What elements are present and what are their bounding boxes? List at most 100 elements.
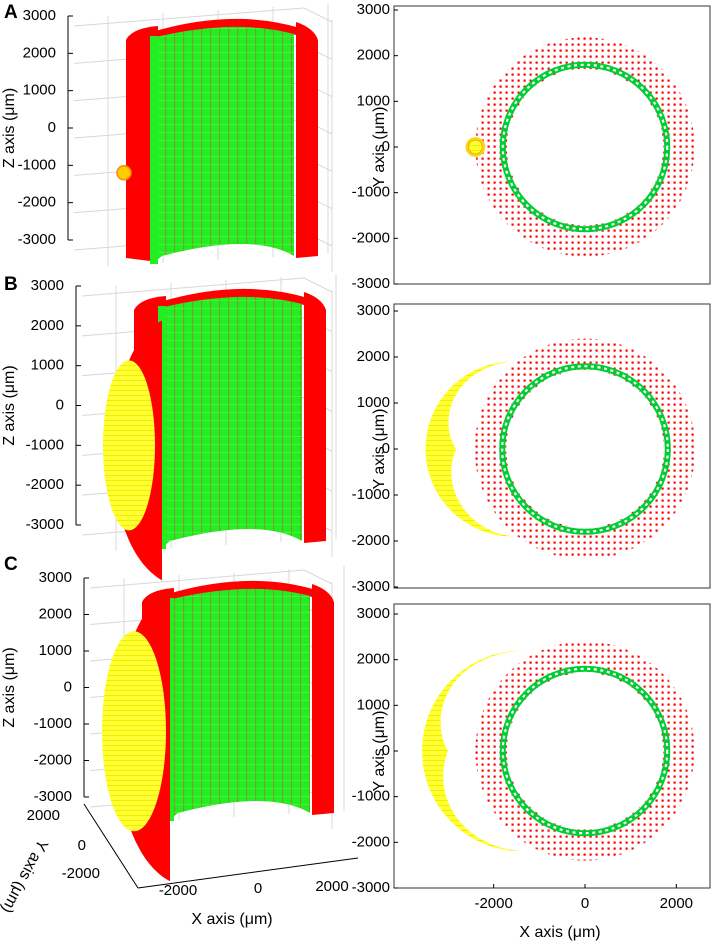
- z-tick-label: -2000: [34, 751, 72, 768]
- z-tick-label: -1000: [26, 436, 64, 453]
- lesion-3d: [116, 165, 132, 181]
- lesion-region: [425, 361, 513, 537]
- z-tick-label: 1000: [39, 642, 72, 659]
- y-tick-label: -3000: [352, 275, 390, 292]
- y-tick-label: 3000: [357, 1, 390, 18]
- panel-label-b: B: [4, 274, 18, 295]
- panel-label-c: C: [4, 554, 18, 575]
- z-tick-label: -3000: [18, 231, 56, 248]
- outer-shell-top: [152, 18, 300, 40]
- z-tick-label: 1000: [23, 82, 56, 99]
- x-tick-label: 0: [254, 880, 262, 897]
- y-axis-label: Y axis (μm): [371, 711, 388, 792]
- grid-line: [303, 7, 333, 23]
- inner-ring-diamonds: [501, 63, 669, 231]
- y-tick-label: 1000: [357, 92, 390, 109]
- z-axis-label: Z axis (μm): [1, 647, 18, 727]
- z-tick-label: 2000: [31, 317, 64, 334]
- y-tick-label: -1000: [352, 788, 390, 805]
- z-tick-label: 1000: [31, 357, 64, 374]
- y-axis-line: [83, 803, 139, 889]
- y-tick-label: 1000: [357, 696, 390, 713]
- y-tick-label: -1000: [352, 486, 390, 503]
- y-tick-label: 2000: [357, 348, 390, 365]
- outer-shell-top: [168, 580, 316, 602]
- inner-ring-diamonds: [501, 667, 669, 835]
- cylinder-3d-plot-0: 3000 2000 1000 0 -1000 -2000 -3000 Z axis (μm): [1, 4, 333, 272]
- y-tick-label: -2000: [352, 532, 390, 549]
- z-tick-label: 3000: [31, 277, 64, 294]
- z-tick-label: -1000: [18, 156, 56, 173]
- z-tick-label: 2000: [39, 605, 72, 622]
- lumen: [506, 672, 664, 830]
- axes-frame: [393, 603, 711, 889]
- y-tick-label: 3000: [357, 605, 390, 622]
- lesion-region: [422, 650, 523, 852]
- y-tick-label: -1000: [352, 184, 390, 201]
- y-tick-label: 0: [382, 138, 390, 155]
- x-tick-label: -2000: [474, 895, 512, 912]
- y-tick-label: -3000: [352, 578, 390, 595]
- cylinder-3d-plot-1: 3000 2000 1000 0 -1000 -2000 -3000 Z axis (μm): [1, 274, 337, 581]
- y-tick-label: 0: [78, 837, 86, 854]
- x-axis-line: [137, 857, 359, 889]
- grid-line: [303, 277, 333, 293]
- outer-shell-right: [312, 584, 334, 815]
- y-tick-label: -3000: [352, 879, 390, 896]
- x-tick-label: -2000: [159, 882, 197, 899]
- grid-line: [73, 7, 305, 27]
- y-tick-label: 2000: [27, 807, 60, 824]
- y-axis-label: Y axis (μm): [0, 836, 51, 915]
- cylinder-3d-plot-2: 3000 2000 1000 0 -1000 -2000 -3000 Z axis (μm) -…: [0, 566, 359, 928]
- z-tick-label: -3000: [26, 516, 64, 533]
- lesion-core: [468, 139, 483, 155]
- y-tick-label: 2000: [357, 651, 390, 668]
- axes-frame: [393, 5, 711, 285]
- y-tick-label: 0: [382, 742, 390, 759]
- inner-wall: [168, 588, 310, 821]
- outer-shell-right: [296, 22, 318, 258]
- y-tick-label: 1000: [357, 394, 390, 411]
- lumen: [506, 370, 664, 528]
- y-tick-label: 3000: [357, 302, 390, 319]
- y-tick-label: 0: [382, 440, 390, 457]
- x-axis-label: X axis (μm): [519, 924, 600, 941]
- z-tick-label: 3000: [39, 569, 72, 586]
- x-tick-label: 0: [581, 895, 589, 912]
- inner-wall: [160, 296, 302, 549]
- top-view-plot-0: 3000 2000 1000 0 -1000 -2000 -3000 Y axis (μm): [352, 1, 711, 292]
- axes-frame: [393, 303, 711, 589]
- outer-shell-right: [304, 292, 326, 543]
- inner-wall-edge: [150, 36, 158, 264]
- y-tick-label: -2000: [352, 229, 390, 246]
- z-axis-label: Z axis (μm): [1, 88, 18, 168]
- z-tick-label: -1000: [34, 715, 72, 732]
- lumen: [506, 68, 664, 226]
- grid-line: [303, 569, 333, 585]
- x-tick-label: 2000: [660, 895, 693, 912]
- z-tick-label: -2000: [26, 476, 64, 493]
- z-tick-label: 2000: [23, 44, 56, 61]
- y-tick-label: -2000: [352, 833, 390, 850]
- z-tick-label: -2000: [18, 194, 56, 211]
- panel-label-a: A: [4, 2, 18, 23]
- z-tick-label: 3000: [23, 7, 56, 24]
- y-axis-label: Y axis (μm): [371, 107, 388, 188]
- y-tick-label: 2000: [357, 47, 390, 64]
- z-tick-label: -3000: [34, 788, 72, 805]
- inner-wall: [152, 26, 294, 265]
- grid-line: [89, 569, 305, 589]
- lesion-3d: [102, 631, 166, 832]
- top-view-plot-1: 3000 2000 1000 0 -1000 -2000 -3000 Y axis (μm): [352, 302, 711, 595]
- z-tick-label: 0: [48, 119, 56, 136]
- lesion-3d: [103, 360, 155, 531]
- z-tick-label: 0: [64, 678, 72, 695]
- x-tick-label: 2000: [315, 878, 348, 895]
- y-axis-label: Y axis (μm): [371, 409, 388, 490]
- outer-shell-top: [160, 288, 308, 310]
- z-tick-label: 0: [56, 396, 64, 413]
- x-axis-label: X axis (μm): [191, 911, 272, 928]
- z-axis-label: Z axis (μm): [1, 365, 18, 445]
- top-view-plot-2: 3000 2000 1000 0 -1000 -2000 -3000 Y axis (μm) -…: [352, 603, 711, 941]
